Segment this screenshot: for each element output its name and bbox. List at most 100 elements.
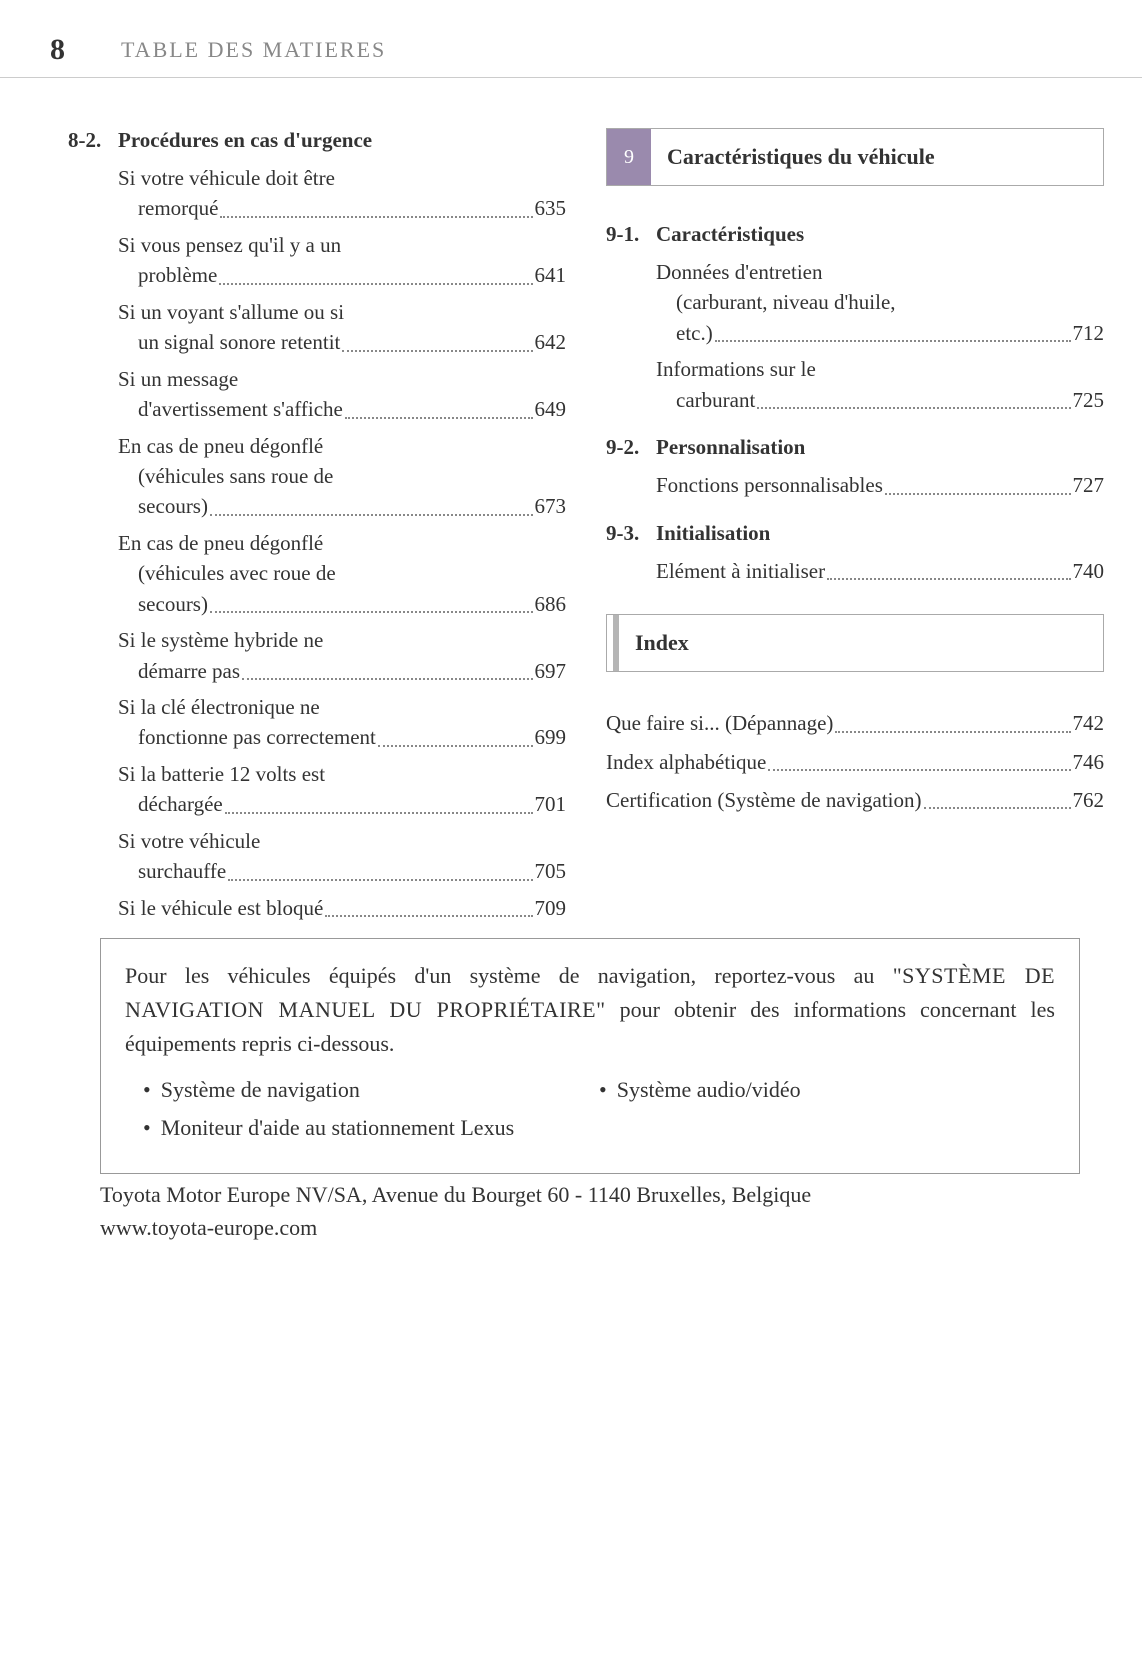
company-info: Toyota Motor Europe NV/SA, Avenue du Bou…: [100, 1178, 1080, 1244]
footer-bullets-right: •Système audio/vidéo: [599, 1073, 1055, 1149]
bullet-dot-icon: •: [599, 1073, 607, 1106]
chapter-box-index: Index: [606, 614, 1104, 672]
toc-leader: [715, 340, 1071, 342]
company-website: www.toyota-europe.com: [100, 1211, 1080, 1244]
footer-bullet-columns: • Système de navigation •Moniteur d'aide a…: [125, 1073, 1055, 1149]
toc-entry-text: En cas de pneu dégonflé: [118, 431, 323, 461]
toc-entry: Certification (Système de navigation)762: [606, 785, 1104, 815]
section-heading-8-2: 8-2. Procédures en cas d'urgence: [68, 128, 566, 153]
toc-entry-line: secours) 673: [138, 491, 566, 521]
toc-entry-page: 673: [535, 491, 567, 521]
toc-entry-page: 705: [535, 856, 567, 886]
toc-entry-text: Que faire si... (Dépannage): [606, 708, 833, 738]
toc-leader: [242, 678, 532, 680]
toc-leader: [345, 417, 533, 419]
toc-entry-text: remorqué: [138, 193, 218, 223]
chapter-box-9: 9 Caractéristiques du véhicule: [606, 128, 1104, 186]
toc-entry-text: un signal sonore retentit: [138, 327, 340, 357]
toc-entry-text: (véhicules avec roue de: [138, 558, 336, 588]
content-columns: 8-2. Procédures en cas d'urgence Si votr…: [0, 78, 1142, 929]
toc-entry-page: 712: [1073, 318, 1105, 348]
toc-entry-text: etc.): [676, 318, 713, 348]
toc-leader: [885, 493, 1071, 495]
toc-entry-line: En cas de pneu dégonflé: [118, 528, 566, 558]
toc-entry-line: Informations sur le: [656, 354, 1104, 384]
toc-entry: Fonctions personnalisables727: [656, 470, 1104, 500]
toc-entry-text: surchauffe: [138, 856, 226, 886]
toc-entry-line: etc.) 712: [676, 318, 1104, 348]
left-column: 8-2. Procédures en cas d'urgence Si votr…: [68, 128, 566, 929]
toc-entry: Si le véhicule est bloqué709: [118, 893, 566, 923]
toc-entry-line: (véhicules avec roue de: [138, 558, 566, 588]
toc-leader: [210, 514, 533, 516]
section-number: 9-3.: [606, 521, 656, 546]
toc-entry-text: Données d'entretien: [656, 257, 822, 287]
bullet-dot-icon: •: [143, 1073, 151, 1106]
toc-entry-text: Si le véhicule est bloqué: [118, 893, 323, 923]
toc-entry-line: carburant 725: [676, 385, 1104, 415]
toc-entry-text: Si la clé électronique ne: [118, 692, 320, 722]
toc-leader: [219, 283, 532, 285]
toc-entry: Données d'entretien(carburant, niveau d'…: [656, 257, 1104, 348]
section-title: Initialisation: [656, 521, 770, 546]
toc-entry-text: Si la batterie 12 volts est: [118, 759, 325, 789]
toc-leader: [768, 769, 1070, 771]
toc-entry-list: Si votre véhicule doit êtreremorqué635Si…: [68, 163, 566, 923]
section-number: 9-1.: [606, 222, 656, 247]
toc-leader: [220, 216, 532, 218]
toc-entry-line: un signal sonore retentit642: [138, 327, 566, 357]
toc-entry: Si la batterie 12 volts estdéchargée701: [118, 759, 566, 820]
footer-bullet-item: •Système audio/vidéo: [599, 1073, 1055, 1107]
toc-entry-text: Si votre véhicule doit être: [118, 163, 335, 193]
toc-leader: [342, 350, 532, 352]
toc-entry-line: Données d'entretien: [656, 257, 1104, 287]
footer-bullet-text: Système de navigation: [161, 1073, 360, 1107]
toc-entry-line: Si votre véhicule doit être: [118, 163, 566, 193]
toc-entry-text: Elément à initialiser: [656, 556, 825, 586]
toc-entry-line: fonctionne pas correctement699: [138, 722, 566, 752]
toc-entry-line: (carburant, niveau d'huile,: [676, 287, 1104, 317]
toc-entry-page: 725: [1073, 385, 1105, 415]
toc-entry-text: secours): [138, 589, 208, 619]
toc-entry-text: (véhicules sans roue de: [138, 461, 333, 491]
toc-entry-text: Si vous pensez qu'il y a un: [118, 230, 341, 260]
toc-entry: En cas de pneu dégonflé(véhicules avec r…: [118, 528, 566, 619]
toc-entry-line: Elément à initialiser 740: [656, 556, 1104, 586]
toc-entry-text: d'avertissement s'affiche: [138, 394, 343, 424]
toc-entry-line: remorqué635: [138, 193, 566, 223]
footer-note-text: Pour les véhicules équipés d'un système …: [125, 959, 1055, 1061]
toc-entry-line: Si la clé électronique ne: [118, 692, 566, 722]
section-heading-9-3: 9-3. Initialisation: [606, 521, 1104, 546]
section-title: Personnalisation: [656, 435, 805, 460]
toc-entry-text: Informations sur le: [656, 354, 816, 384]
toc-entry: Si le système hybride nedémarre pas697: [118, 625, 566, 686]
toc-entry-line: problème641: [138, 260, 566, 290]
footer-line2-rest: pour obtenir: [606, 997, 737, 1022]
toc-entry-page: 686: [535, 589, 567, 619]
page-header: 8 TABLE DES MATIERES: [0, 0, 1142, 78]
toc-entry-page: 641: [535, 260, 567, 290]
right-column: 9 Caractéristiques du véhicule 9-1. Cara…: [606, 128, 1104, 929]
toc-entry: Si votre véhicule doit êtreremorqué635: [118, 163, 566, 224]
footer-note-box: Pour les véhicules équipés d'un système …: [100, 938, 1080, 1174]
toc-entry-page: 740: [1073, 556, 1105, 586]
toc-entry-text: déchargée: [138, 789, 223, 819]
toc-entry-page: 697: [535, 656, 567, 686]
toc-entry-line: Si un message: [118, 364, 566, 394]
toc-entry-line: Si vous pensez qu'il y a un: [118, 230, 566, 260]
toc-entry-list: Elément à initialiser 740: [606, 556, 1104, 586]
toc-entry-text: secours): [138, 491, 208, 521]
toc-entry: Si un messaged'avertissement s'affiche64…: [118, 364, 566, 425]
toc-leader: [757, 407, 1070, 409]
toc-entry-text: carburant: [676, 385, 755, 415]
toc-leader: [835, 731, 1070, 733]
toc-entry-text: Si le système hybride ne: [118, 625, 323, 655]
toc-leader: [827, 578, 1070, 580]
section-number: 8-2.: [68, 128, 118, 153]
footer-bullet-item: •Moniteur d'aide au stationnement Lexus: [143, 1111, 599, 1145]
toc-entry-line: Si le véhicule est bloqué709: [118, 893, 566, 923]
toc-entry-line: (véhicules sans roue de: [138, 461, 566, 491]
chapter-number-badge: 9: [607, 129, 651, 185]
toc-entry-line: surchauffe 705: [138, 856, 566, 886]
toc-entry-text: Fonctions personnalisables: [656, 470, 883, 500]
